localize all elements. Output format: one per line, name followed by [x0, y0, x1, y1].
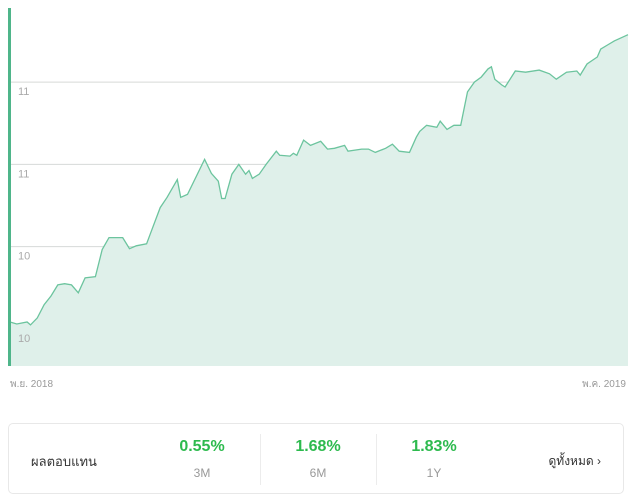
nav-chart: 10 10 11 11: [8, 8, 629, 366]
y-tick-label: 11: [18, 168, 29, 180]
y-tick-label: 10: [18, 251, 30, 263]
x-tick-end: พ.ค. 2019: [582, 379, 626, 390]
view-all-link[interactable]: ดูทั้งหมด ›: [548, 454, 601, 468]
chart-left-axis-bar: [8, 8, 11, 366]
return-6m: 1.68% 6M: [263, 438, 373, 480]
divider: [260, 434, 261, 485]
return-value: 1.68%: [295, 438, 341, 455]
returns-card: ผลตอบแทน 0.55% 3M 1.68% 6M 1.83% 1Y ดูทั…: [8, 423, 624, 494]
y-tick-label: 11: [18, 86, 29, 98]
return-3m: 0.55% 3M: [147, 438, 257, 480]
chart-area-fill: [10, 34, 628, 366]
return-1y: 1.83% 1Y: [379, 438, 489, 480]
return-value: 0.55%: [179, 438, 225, 455]
divider: [376, 434, 377, 485]
return-period: 6M: [309, 466, 327, 480]
returns-label: ผลตอบแทน: [31, 454, 97, 469]
return-value: 1.83%: [411, 438, 457, 455]
y-tick-label: 10: [18, 333, 30, 345]
x-tick-start: พ.ย. 2018: [10, 379, 54, 390]
return-period: 3M: [193, 466, 211, 480]
chart-line: [9, 34, 629, 326]
return-period: 1Y: [426, 466, 442, 480]
